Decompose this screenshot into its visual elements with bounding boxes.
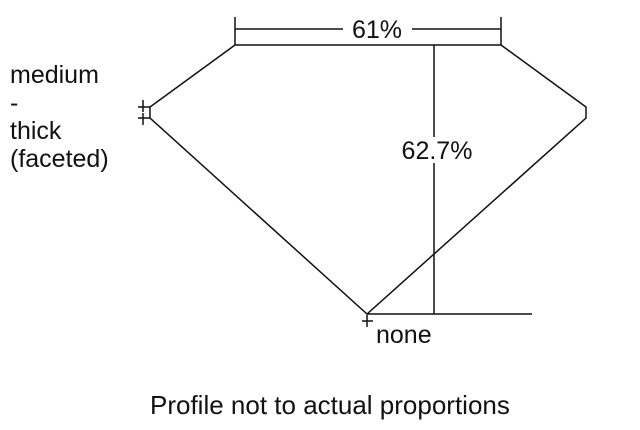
girdle-label-line: (faceted) — [10, 145, 109, 173]
girdle-label-line: thick — [10, 117, 62, 145]
girdle-label-line: - — [10, 89, 18, 117]
girdle-label-line: medium — [10, 61, 99, 89]
table-percentage-label: 61% — [352, 16, 402, 44]
culet-label: none — [376, 321, 432, 349]
gem-outline — [149, 44, 587, 316]
depth-percentage-label: 62.7% — [402, 137, 473, 165]
caption: Profile not to actual proportions — [150, 390, 510, 420]
